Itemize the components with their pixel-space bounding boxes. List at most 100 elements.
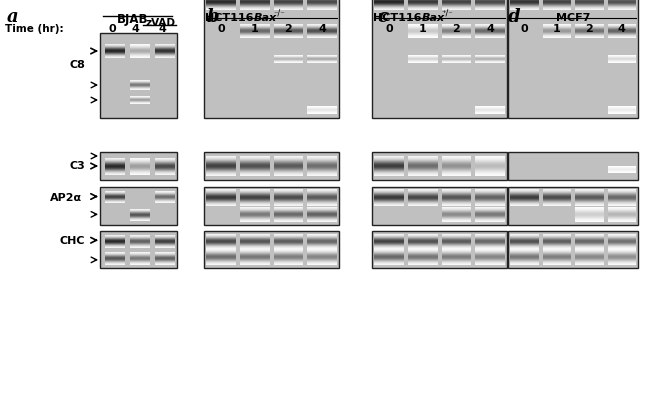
Bar xyxy=(105,197,125,198)
Bar xyxy=(543,205,571,206)
Bar xyxy=(475,259,505,260)
Bar xyxy=(274,171,304,172)
Bar xyxy=(543,244,571,245)
Bar xyxy=(608,57,636,58)
Bar xyxy=(510,1,538,2)
Bar xyxy=(408,61,437,62)
Bar xyxy=(307,3,337,4)
Bar xyxy=(130,52,150,53)
Bar xyxy=(204,187,339,225)
Bar xyxy=(408,189,437,190)
Bar xyxy=(475,171,505,172)
Bar xyxy=(307,34,337,35)
Bar xyxy=(441,258,471,259)
Bar xyxy=(130,260,150,262)
Bar xyxy=(307,168,337,169)
Bar xyxy=(307,32,337,33)
Bar xyxy=(130,215,150,216)
Bar xyxy=(408,243,437,244)
Bar xyxy=(441,155,471,156)
Bar xyxy=(441,251,471,252)
Bar xyxy=(206,166,236,167)
Bar xyxy=(608,33,636,34)
Text: HCT116: HCT116 xyxy=(373,13,421,23)
Bar xyxy=(274,61,304,62)
Bar xyxy=(475,164,505,165)
Bar xyxy=(155,192,175,193)
Bar xyxy=(441,240,471,242)
Bar xyxy=(575,234,603,235)
Bar xyxy=(307,111,337,112)
Bar xyxy=(510,191,538,192)
Bar xyxy=(408,59,437,60)
Bar xyxy=(155,255,175,256)
Bar xyxy=(608,241,636,242)
Bar xyxy=(510,193,538,194)
Bar xyxy=(575,247,603,248)
Bar xyxy=(441,200,471,201)
Bar xyxy=(206,193,236,194)
Bar xyxy=(475,251,505,252)
Bar xyxy=(274,172,304,173)
Bar xyxy=(274,197,304,198)
Bar xyxy=(543,242,571,243)
Bar xyxy=(475,202,505,203)
Bar xyxy=(543,35,571,36)
Bar xyxy=(240,240,270,242)
Bar xyxy=(543,2,571,3)
Bar xyxy=(307,170,337,171)
Bar xyxy=(543,33,571,34)
Bar xyxy=(441,202,471,203)
Bar xyxy=(274,214,304,215)
Bar xyxy=(441,58,471,59)
Bar xyxy=(374,4,404,5)
Bar xyxy=(374,8,404,9)
Bar xyxy=(374,157,404,158)
Bar xyxy=(240,257,270,258)
Bar xyxy=(206,233,236,234)
Bar xyxy=(408,62,437,63)
Bar xyxy=(240,262,270,263)
Bar xyxy=(408,167,437,168)
Bar xyxy=(608,219,636,220)
Bar xyxy=(206,254,236,255)
Bar xyxy=(608,200,636,201)
Bar xyxy=(475,207,505,208)
Bar xyxy=(206,189,236,191)
Bar xyxy=(274,55,304,56)
Bar xyxy=(441,192,471,193)
Bar xyxy=(575,239,603,240)
Bar xyxy=(307,33,337,34)
Bar xyxy=(608,221,636,222)
Bar xyxy=(408,189,437,191)
Bar xyxy=(274,168,304,169)
Bar xyxy=(155,191,175,192)
Bar xyxy=(206,237,236,238)
Text: 4: 4 xyxy=(486,24,494,34)
Bar xyxy=(240,238,270,239)
Bar xyxy=(408,196,437,197)
Bar xyxy=(307,172,337,173)
Bar xyxy=(130,211,150,212)
Bar xyxy=(130,84,150,85)
Bar xyxy=(240,214,270,215)
Bar xyxy=(307,257,337,258)
Bar xyxy=(575,207,603,208)
Bar xyxy=(105,202,125,203)
Bar xyxy=(307,212,337,213)
Bar xyxy=(155,46,175,47)
Bar xyxy=(206,170,236,171)
Bar xyxy=(130,97,150,98)
Bar xyxy=(575,242,603,243)
Bar xyxy=(274,159,304,160)
Bar xyxy=(307,31,337,32)
Bar xyxy=(441,29,471,30)
Text: CHC: CHC xyxy=(60,236,85,246)
Bar xyxy=(608,171,636,172)
Bar xyxy=(206,163,236,164)
Bar xyxy=(274,27,304,28)
Bar xyxy=(130,238,150,239)
Bar xyxy=(155,195,175,196)
Bar xyxy=(575,5,603,7)
Bar xyxy=(575,191,603,192)
